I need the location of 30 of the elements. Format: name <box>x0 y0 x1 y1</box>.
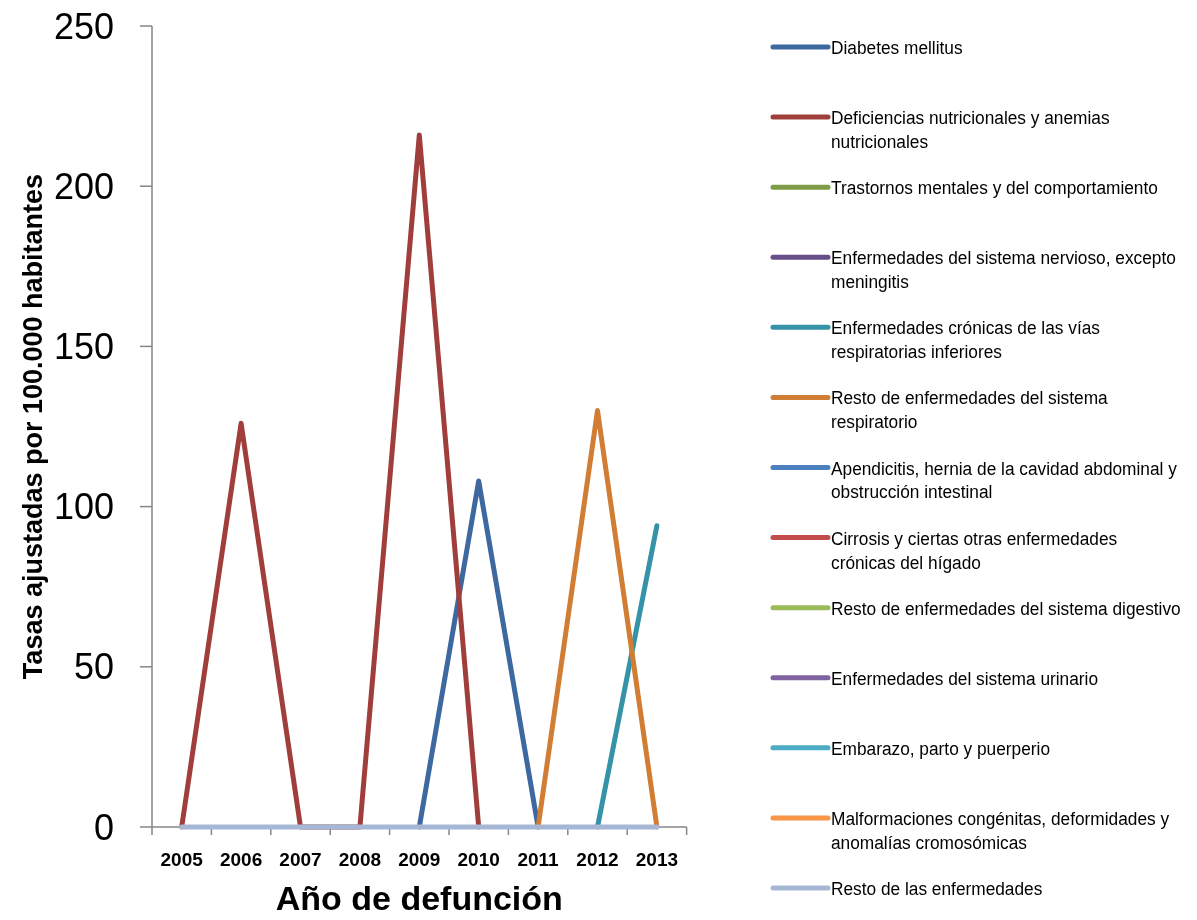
legend-label: Resto de las enfermedades <box>831 878 1043 900</box>
legend-label: Trastornos mentales y del comportamiento <box>831 177 1158 199</box>
legend-label: Resto de enfermedades del sistema digestivo <box>831 597 1181 619</box>
x-tick-label: 2013 <box>635 849 679 870</box>
y-tick-label: 0 <box>93 806 114 848</box>
legend-label: Resto de enfermedades del sistema respiratorio <box>831 387 1109 433</box>
legend-label: Enfermedades del sistema nervioso, excepto meningitis <box>831 247 1176 293</box>
x-tick-label: 2012 <box>576 849 619 870</box>
legend-label: Enfermedades del sistema urinario <box>831 668 1099 689</box>
y-tick-label: 100 <box>53 486 114 528</box>
legend-label: Diabetes mellitus <box>831 37 963 59</box>
y-tick-label: 250 <box>53 5 114 47</box>
legend-label: Enfermedades crónicas de las vías respiratorias inferiores <box>831 317 1100 363</box>
x-tick-label: 2006 <box>219 849 263 870</box>
x-axis-title: Año de defunción <box>275 879 563 917</box>
y-tick-label: 200 <box>53 165 114 207</box>
legend-label: Cirrosis y ciertas otras enfermedades crónicas del hígado <box>831 527 1118 573</box>
y-tick-label: 150 <box>53 325 114 367</box>
x-tick-label: 2008 <box>338 849 382 870</box>
legend-label: Deficiencias nutricionales y anemias nutricionales <box>831 107 1110 153</box>
x-tick-label: 2010 <box>457 849 500 870</box>
y-tick-label: 50 <box>73 646 114 688</box>
legend-label: Malformaciones congénitas, deformidades y anomalías cromosómicas <box>831 808 1170 854</box>
x-tick-label: 2011 <box>517 849 560 870</box>
legend-label: Embarazo, parto y puerperio <box>831 738 1051 760</box>
legend-label: Apendicitis, hernia de la cavidad abdominal y obstrucción intestinal <box>831 457 1178 503</box>
x-tick-label: 2005 <box>160 849 204 870</box>
x-tick-label: 2007 <box>279 849 322 870</box>
x-tick-label: 2009 <box>398 849 441 870</box>
y-axis-title: Tasas ajustadas por 100.000 habitantes <box>18 173 48 680</box>
